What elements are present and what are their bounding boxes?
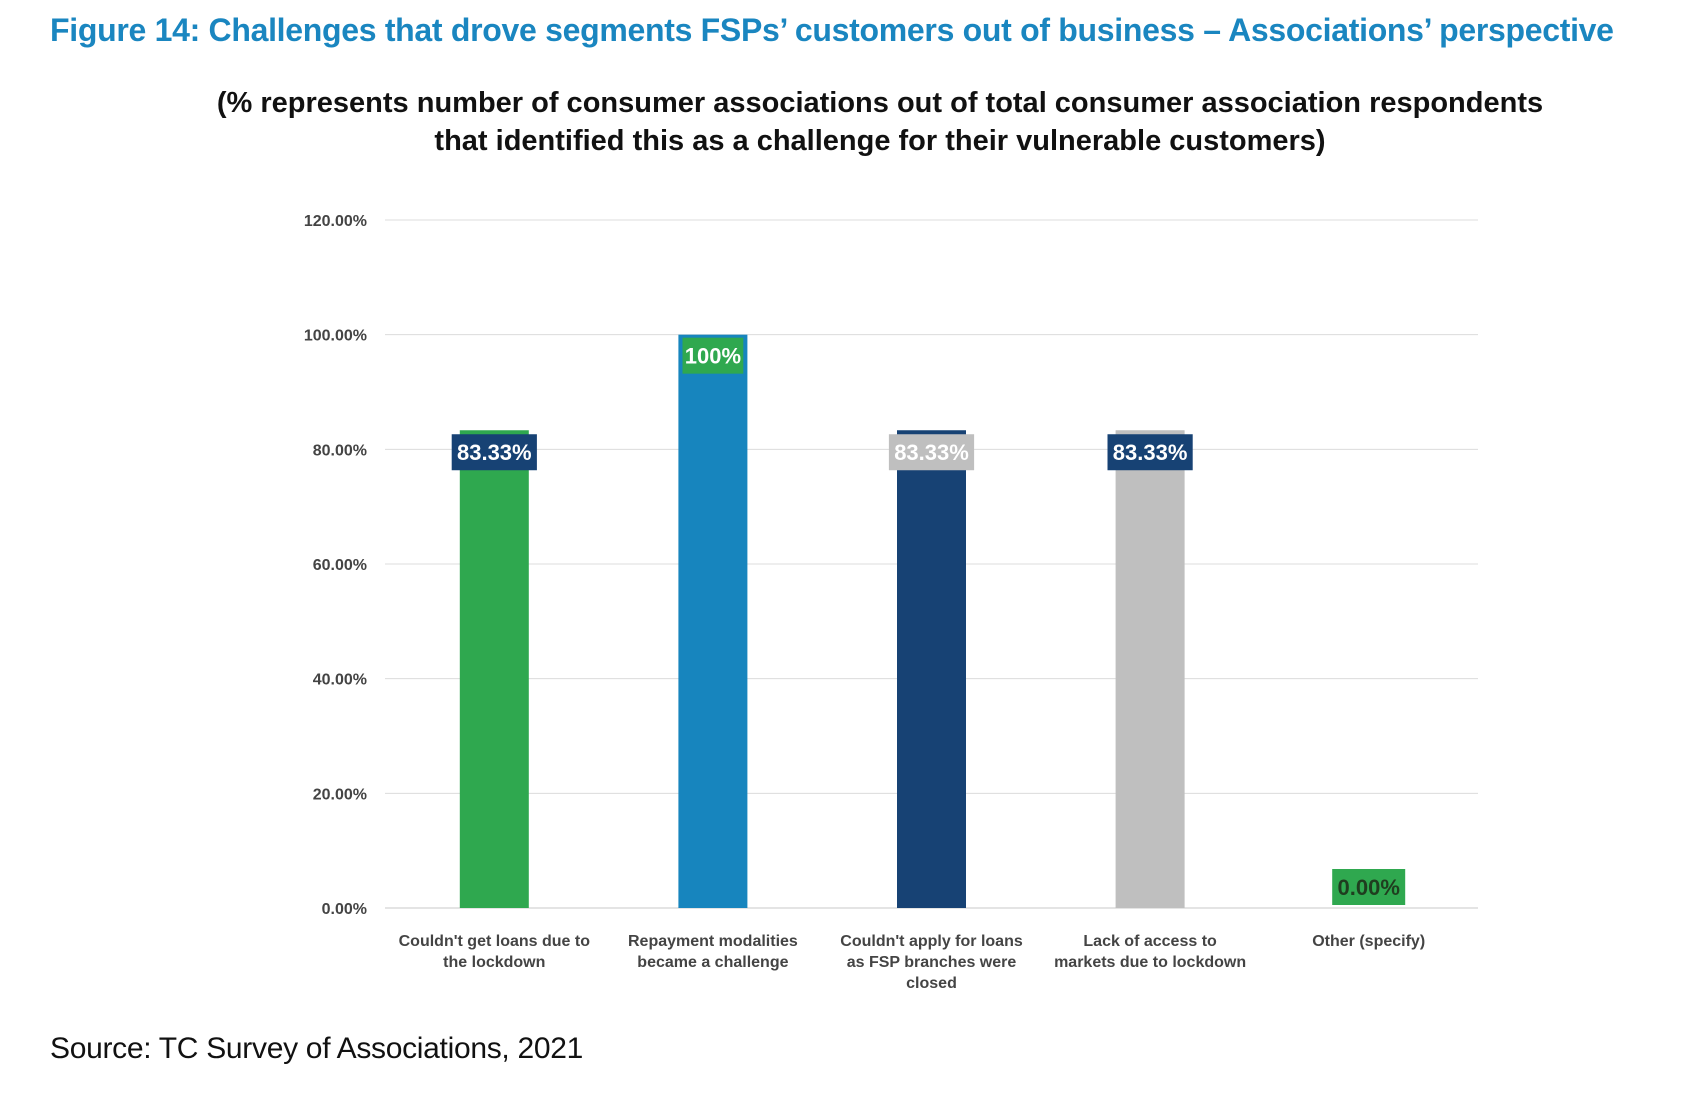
x-tick-label-line: became a challenge: [637, 954, 788, 971]
bar: [897, 430, 966, 908]
y-tick-label: 0.00%: [322, 901, 367, 918]
bar: [678, 334, 748, 909]
x-tick-label-line: the lockdown: [443, 954, 545, 971]
y-tick-label: 40.00%: [313, 672, 367, 689]
data-label: 83.33%: [457, 440, 532, 465]
bar: [459, 430, 529, 908]
x-tick-label: Couldn't apply for loans as FSP branches …: [840, 933, 1023, 992]
x-axis-ticks: Couldn't get loans due to the lockdown Rep…: [399, 933, 1426, 992]
figure-title: Figure 14: Challenges that drove segment…: [50, 12, 1614, 48]
y-tick-label: 100.00%: [304, 328, 367, 345]
x-tick-label-line: Other (specify): [1312, 933, 1425, 950]
bar-chart: 0.00% 20.00% 40.00% 60.00% 80.00% 100.00% 120.…: [304, 213, 1478, 992]
data-label-box: [1107, 434, 1193, 471]
data-label-box: [1332, 869, 1406, 905]
x-tick-label: Lack of access to markets due to lockdown: [1054, 933, 1246, 971]
y-tick-label: 20.00%: [313, 786, 367, 803]
x-tick-label-line: closed: [906, 975, 957, 992]
x-tick-label: Other (specify): [1312, 933, 1425, 950]
chart-subtitle: (% represents number of consumer associa…: [0, 84, 1708, 160]
data-label-box: [888, 434, 975, 471]
x-tick-label: Couldn't get loans due to the lockdown: [399, 933, 591, 971]
y-tick-label: 80.00%: [313, 442, 367, 459]
x-tick-label-line: Repayment modalities: [628, 933, 798, 950]
data-label: 0.00%: [1338, 875, 1400, 900]
chart-subtitle-line-1: (% represents number of consumer associa…: [216, 87, 1544, 119]
x-tick-label: Repayment modalities became a challenge: [628, 933, 798, 971]
x-tick-label-line: Couldn't apply for loans: [840, 933, 1023, 950]
bar: [1115, 430, 1185, 908]
source-note: Source: TC Survey of Associations, 2021: [50, 1032, 584, 1065]
x-tick-label-line: markets due to lockdown: [1054, 954, 1246, 971]
data-label: 83.33%: [894, 440, 969, 465]
data-label: 83.33%: [1113, 440, 1188, 465]
y-tick-label: 60.00%: [313, 557, 367, 574]
x-tick-label-line: as FSP branches were: [847, 954, 1017, 971]
data-label-box: [682, 337, 744, 374]
chart-subtitle-line-2: that identified this as a challenge for …: [434, 125, 1326, 157]
x-tick-label-line: Couldn't get loans due to: [399, 933, 591, 950]
data-label-box: [451, 434, 537, 471]
data-labels: 83.33% 100% 83.33% 83.33% 0.00%: [451, 337, 1406, 905]
data-label: 100%: [685, 344, 741, 369]
y-tick-label: 120.00%: [304, 213, 367, 230]
bars: [459, 334, 1185, 909]
y-axis-ticks: 0.00% 20.00% 40.00% 60.00% 80.00% 100.00% 120.…: [304, 213, 367, 918]
x-tick-label-line: Lack of access to: [1083, 933, 1217, 950]
